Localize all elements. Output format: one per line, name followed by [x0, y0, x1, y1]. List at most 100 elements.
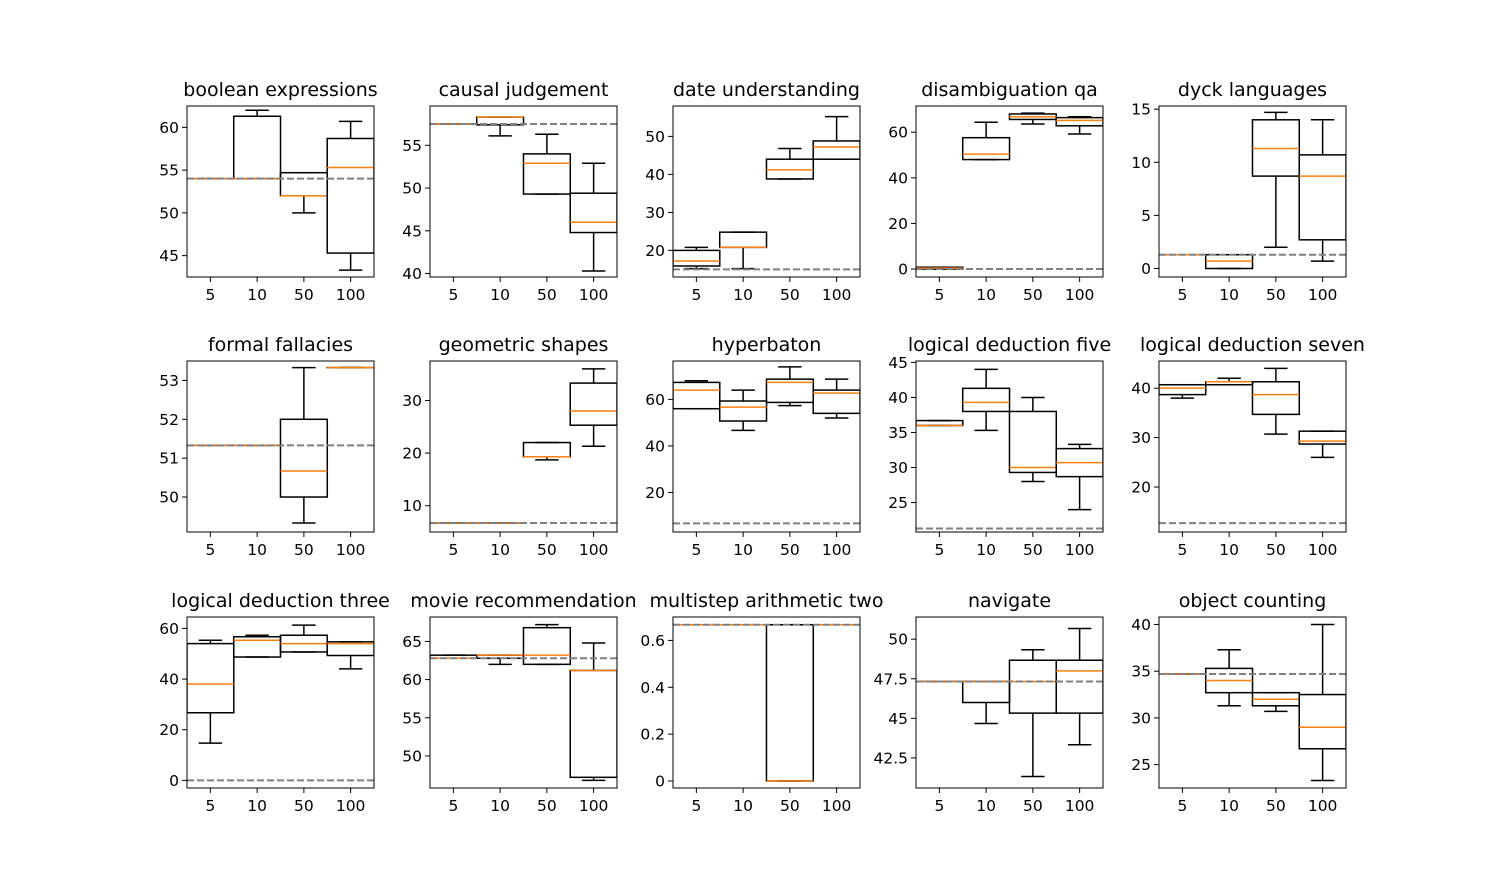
subplot-title: multistep arithmetic two [650, 590, 884, 612]
y-tick-label: 45 [402, 222, 422, 240]
y-tick-label: 20 [159, 721, 179, 739]
axes-frame [186, 616, 375, 789]
subplot-multistep-arithmetic-two: multistep arithmetic two 0 0.2 0.4 0.6 5 10 50 1… [640, 590, 883, 815]
axes-frame [1158, 105, 1347, 278]
subplot-geometric-shapes: geometric shapes 10 20 30 5 10 50 100 [402, 334, 618, 559]
box-iqr [812, 140, 860, 160]
x-tick-label: 5 [934, 286, 944, 304]
box-50 [522, 441, 572, 461]
box-5 [187, 639, 235, 744]
axes-content [187, 624, 374, 782]
subplot-title: boolean expressions [183, 79, 377, 101]
box-iqr [961, 136, 1011, 161]
y-tick-label: 20 [402, 445, 422, 463]
box-50 [1251, 111, 1301, 249]
box-100 [569, 162, 617, 272]
box-50 [1251, 691, 1301, 713]
box-100 [812, 378, 860, 419]
y-tick-label: 60 [645, 391, 665, 409]
y-tick-label: 40 [645, 166, 665, 184]
subplot-disambiguation-qa: disambiguation qa 0 20 40 60 5 10 50 100 [888, 79, 1104, 304]
subplot-title: disambiguation qa [921, 79, 1098, 101]
x-tick-label: 10 [1219, 797, 1239, 815]
subplot-formal-fallacies: formal fallacies 50 51 52 53 5 10 50 100 [159, 334, 375, 559]
box-5 [1159, 383, 1207, 399]
subplot-logical-deduction-five: logical deduction five 25 30 35 40 45 5 10 50 100 [888, 334, 1111, 559]
y-tick-label: 40 [402, 265, 422, 283]
box-iqr [569, 669, 617, 779]
box-10 [1204, 253, 1254, 270]
x-tick-label: 10 [1219, 541, 1239, 559]
box-iqr [673, 381, 721, 410]
x-tick-label: 10 [1219, 286, 1239, 304]
x-tick-label: 10 [976, 286, 996, 304]
x-tick-label: 5 [448, 541, 458, 559]
x-tick-label: 50 [780, 797, 800, 815]
y-tick-label: 40 [888, 169, 908, 187]
y-tick-label: 65 [402, 633, 422, 651]
x-tick-label: 50 [294, 797, 314, 815]
subplot-title: hyperbaton [712, 334, 822, 356]
box-10 [475, 116, 525, 137]
y-tick-label: 40 [1131, 616, 1151, 634]
box-50 [765, 147, 815, 180]
x-tick-label: 5 [934, 541, 944, 559]
x-tick-label: 10 [976, 797, 996, 815]
box-100 [1055, 443, 1103, 511]
subplot-title: dyck languages [1178, 79, 1327, 101]
y-tick-label: 50 [402, 747, 422, 765]
box-iqr [569, 192, 617, 234]
subplot-object-counting: object counting 25 30 35 40 5 10 50 100 [1131, 590, 1347, 815]
axes-frame [186, 105, 375, 278]
y-tick-label: 50 [159, 204, 179, 222]
y-tick-label: 47.5 [873, 670, 908, 688]
y-tick-label: 45 [888, 710, 908, 728]
x-tick-label: 100 [579, 797, 609, 815]
box-100 [569, 642, 617, 782]
y-tick-label: 10 [402, 497, 422, 515]
y-tick-label: 25 [1131, 756, 1151, 774]
axes-frame [429, 616, 618, 789]
y-tick-label: 51 [159, 450, 179, 468]
axes-frame [915, 616, 1104, 789]
x-tick-label: 100 [336, 286, 366, 304]
box-100 [569, 368, 617, 447]
box-iqr [673, 249, 721, 267]
y-tick-label: 52 [159, 411, 179, 429]
y-tick-label: 60 [402, 671, 422, 689]
box-100 [1055, 627, 1103, 746]
x-tick-label: 5 [1177, 286, 1187, 304]
box-10 [961, 121, 1011, 161]
box-iqr [1298, 693, 1346, 750]
subplot-boolean-expressions: boolean expressions 45 50 55 60 5 10 50 100 [159, 79, 377, 304]
y-tick-label: 20 [645, 484, 665, 502]
box-50 [279, 366, 329, 524]
y-tick-label: 35 [888, 424, 908, 442]
y-tick-label: 15 [1131, 101, 1151, 119]
subplot-title: object counting [1179, 590, 1327, 612]
box-iqr [1055, 659, 1103, 714]
x-tick-label: 50 [1266, 286, 1286, 304]
y-tick-label: 25 [888, 494, 908, 512]
subplot-title: formal fallacies [208, 334, 353, 356]
x-tick-label: 100 [822, 541, 852, 559]
y-tick-label: 30 [1131, 709, 1151, 727]
box-iqr [279, 418, 329, 498]
x-tick-label: 100 [822, 797, 852, 815]
x-tick-label: 10 [733, 541, 753, 559]
x-tick-label: 50 [294, 286, 314, 304]
box-10 [1204, 377, 1254, 386]
y-tick-label: 60 [159, 119, 179, 137]
box-iqr [1159, 383, 1207, 396]
x-tick-label: 50 [780, 286, 800, 304]
y-tick-label: 40 [888, 389, 908, 407]
y-tick-label: 60 [888, 124, 908, 142]
box-iqr [569, 382, 617, 426]
box-100 [1055, 115, 1103, 135]
box-iqr [326, 641, 374, 657]
x-tick-label: 100 [1308, 541, 1338, 559]
axes-frame [429, 105, 618, 278]
y-tick-label: 0 [655, 772, 665, 790]
box-iqr [1298, 154, 1346, 241]
box-100 [1298, 119, 1346, 262]
